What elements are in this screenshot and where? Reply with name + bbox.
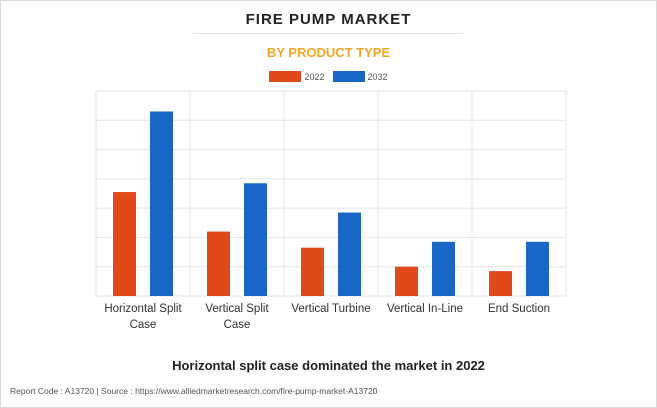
bar-2022-0 <box>113 192 136 296</box>
bar-2032-1 <box>244 183 267 296</box>
bar-2032-0 <box>150 111 173 296</box>
legend-swatch-2032 <box>332 71 365 82</box>
bar-2032-2 <box>338 212 361 296</box>
x-tick-label: End Suction <box>488 303 550 315</box>
chart-title: FIRE PUMP MARKET <box>245 11 412 28</box>
source-footer: Report Code : A13720 | Source : https://… <box>10 386 378 396</box>
x-tick-label: Vertical Turbine <box>291 303 370 315</box>
title-divider <box>193 33 463 34</box>
bar-2022-3 <box>395 266 418 296</box>
x-tick-label: Vertical In-Line <box>387 303 463 315</box>
chart-subtitle: BY PRODUCT TYPE <box>266 45 391 60</box>
chart-legend: 2022 2032 <box>0 71 657 82</box>
chart-caption: Horizontal split case dominated the mark… <box>172 358 485 373</box>
bar-2032-3 <box>432 241 455 296</box>
legend-label-2022: 2022 <box>304 71 325 82</box>
legend-swatch-2022 <box>269 71 302 82</box>
x-tick-label: Case <box>130 319 157 331</box>
legend-label-2032: 2032 <box>367 71 388 82</box>
x-tick-label: Horizontal Split <box>104 303 182 315</box>
bar-2022-4 <box>489 271 512 296</box>
x-tick-label: Vertical Split <box>205 303 269 315</box>
x-tick-label: Case <box>224 319 251 331</box>
bar-2032-4 <box>526 241 549 296</box>
legend-item-2022[interactable]: 2022 <box>269 71 325 82</box>
legend-item-2032[interactable]: 2032 <box>332 71 388 82</box>
bar-2022-2 <box>301 247 324 296</box>
bar-2022-1 <box>207 231 230 296</box>
